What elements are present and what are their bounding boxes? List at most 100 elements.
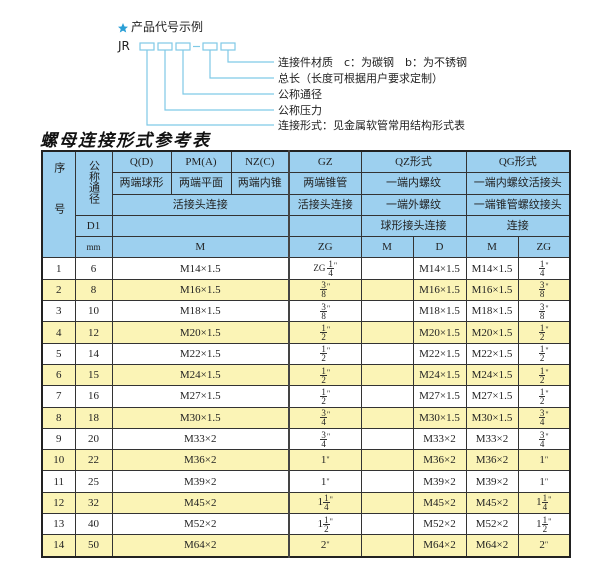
size-unit: " <box>326 346 331 356</box>
header-qz: QZ形式 <box>360 150 467 174</box>
cell-qz-m <box>360 278 414 302</box>
size-whole: 1 <box>539 454 545 467</box>
cell-qg-zg: 3 4 " <box>517 427 571 451</box>
size-whole: 1 <box>320 475 327 488</box>
cell-seq: 8 <box>41 406 76 429</box>
cell-qg-zg: 1" <box>517 449 571 472</box>
header-qd-desc: 两端球形 <box>111 172 172 195</box>
size-whole: 1 <box>536 517 542 530</box>
fraction-denominator: 4 <box>539 438 545 449</box>
cell-qg-m: M64×2 <box>465 534 519 558</box>
cell-qg-zg: 1 2 " <box>517 363 571 387</box>
cell-qz-d: M27×1.5 <box>412 385 467 408</box>
table-row: 3 10 M18×1.5 3 8 " M18×1.5 M18×1.5 3 8 " <box>41 300 571 323</box>
cell-qz-m <box>360 470 414 493</box>
cell-qz-m <box>360 321 414 344</box>
header-zg: ZG <box>288 236 362 259</box>
cell-gz-zg: ZG 1 4 " <box>288 257 362 280</box>
size-unit: " <box>544 455 549 465</box>
cell-qz-m <box>360 300 414 323</box>
size-whole: 1 <box>539 475 545 488</box>
size-prefix: ZG <box>313 263 326 274</box>
cell-qg-m: M20×1.5 <box>465 321 519 344</box>
header-gz-desc: 两端锥管 <box>288 172 362 195</box>
cell-qz-d: M24×1.5 <box>412 363 467 387</box>
header-qz-desc2: 一端外螺纹 <box>360 193 467 216</box>
cell-gz-zg: 3 8 " <box>288 278 362 302</box>
code-box-material <box>220 42 236 51</box>
cell-nominal-dn: 50 <box>74 534 113 558</box>
fraction-denominator: 4 <box>542 502 548 513</box>
fraction-numerator: 1 <box>323 493 330 504</box>
label-pressure: 公称压力 <box>278 104 322 117</box>
fraction-numerator: 3 <box>320 429 327 440</box>
cell-qz-m <box>360 534 414 558</box>
cell-qg-zg: 1 1 2 " <box>517 513 571 536</box>
cell-qz-d: M20×1.5 <box>412 321 467 344</box>
size-unit: " <box>326 325 331 335</box>
header-empty <box>111 214 290 238</box>
cell-nominal-dn: 20 <box>74 427 113 451</box>
label-connection: 连接形式：见金属软管常用结构形式表 <box>278 119 465 132</box>
header-qg-desc3: 连接 <box>465 214 571 238</box>
header-qz-desc1: 一端内螺纹 <box>360 172 467 195</box>
size-unit: " <box>544 476 549 486</box>
cell-qz-d: M52×2 <box>412 513 467 536</box>
header-gz: GZ <box>288 150 362 174</box>
cell-gz-zg: 1 2 " <box>288 363 362 387</box>
cell-thread-m: M27×1.5 <box>111 385 290 408</box>
cell-qz-d: M39×2 <box>412 470 467 493</box>
fraction-numerator: 3 <box>320 301 327 312</box>
fraction-numerator: 1 <box>320 323 327 334</box>
cell-qg-m: M52×2 <box>465 513 519 536</box>
cell-gz-zg: 1 1 4 " <box>288 491 362 515</box>
cell-seq: 13 <box>41 513 76 536</box>
table-body: 1 6 M14×1.5 ZG 1 4 " M14×1.5 M14×1.5 1 4 " 2 8 M16×1.5… <box>41 257 571 558</box>
cell-nominal-dn: 14 <box>74 342 113 365</box>
cell-nominal-dn: 16 <box>74 385 113 408</box>
cell-qg-m: M30×1.5 <box>465 406 519 429</box>
code-box-pressure <box>157 42 173 51</box>
size-unit: " <box>545 261 549 271</box>
size-unit: " <box>326 367 331 377</box>
star-icon <box>118 23 128 33</box>
header-qg-desc1: 一端内螺纹活接头 <box>465 172 571 195</box>
cell-qz-d: M22×1.5 <box>412 342 467 365</box>
header-pm-desc: 两端平面 <box>170 172 232 195</box>
header-qz-m: M <box>360 236 414 259</box>
size-unit: " <box>545 431 549 441</box>
cell-thread-m: M36×2 <box>111 449 290 472</box>
cell-nominal-dn: 15 <box>74 363 113 387</box>
table-row: 7 16 M27×1.5 1 2 " M27×1.5 M27×1.5 1 2 " <box>41 385 571 408</box>
cell-qg-m: M18×1.5 <box>465 300 519 323</box>
fraction-numerator: 1 <box>323 514 330 525</box>
fraction-numerator: 1 <box>538 344 546 355</box>
table-row: 11 25 M39×2 1" M39×2 M39×2 1" <box>41 470 571 493</box>
cell-seq: 6 <box>41 363 76 387</box>
cell-thread-m: M39×2 <box>111 470 290 493</box>
cell-qg-m: M36×2 <box>465 449 519 472</box>
header-nominal: 公称通径 <box>74 150 113 216</box>
fraction-denominator: 8 <box>321 289 326 300</box>
cell-qz-m <box>360 257 414 280</box>
size-unit: " <box>326 410 331 420</box>
table-row: 12 32 M45×2 1 1 4 " M45×2 M45×2 1 1 4 " <box>41 491 571 515</box>
size-unit: " <box>548 495 552 505</box>
fraction-numerator: 3 <box>538 280 546 291</box>
fraction-numerator: 1 <box>320 365 327 376</box>
table-row: 4 12 M20×1.5 1 2 " M20×1.5 M20×1.5 1 2 " <box>41 321 571 344</box>
cell-qz-d: M16×1.5 <box>412 278 467 302</box>
size-unit: " <box>326 388 331 398</box>
cell-gz-zg: 1 2 " <box>288 321 362 344</box>
cell-thread-m: M16×1.5 <box>111 278 290 302</box>
